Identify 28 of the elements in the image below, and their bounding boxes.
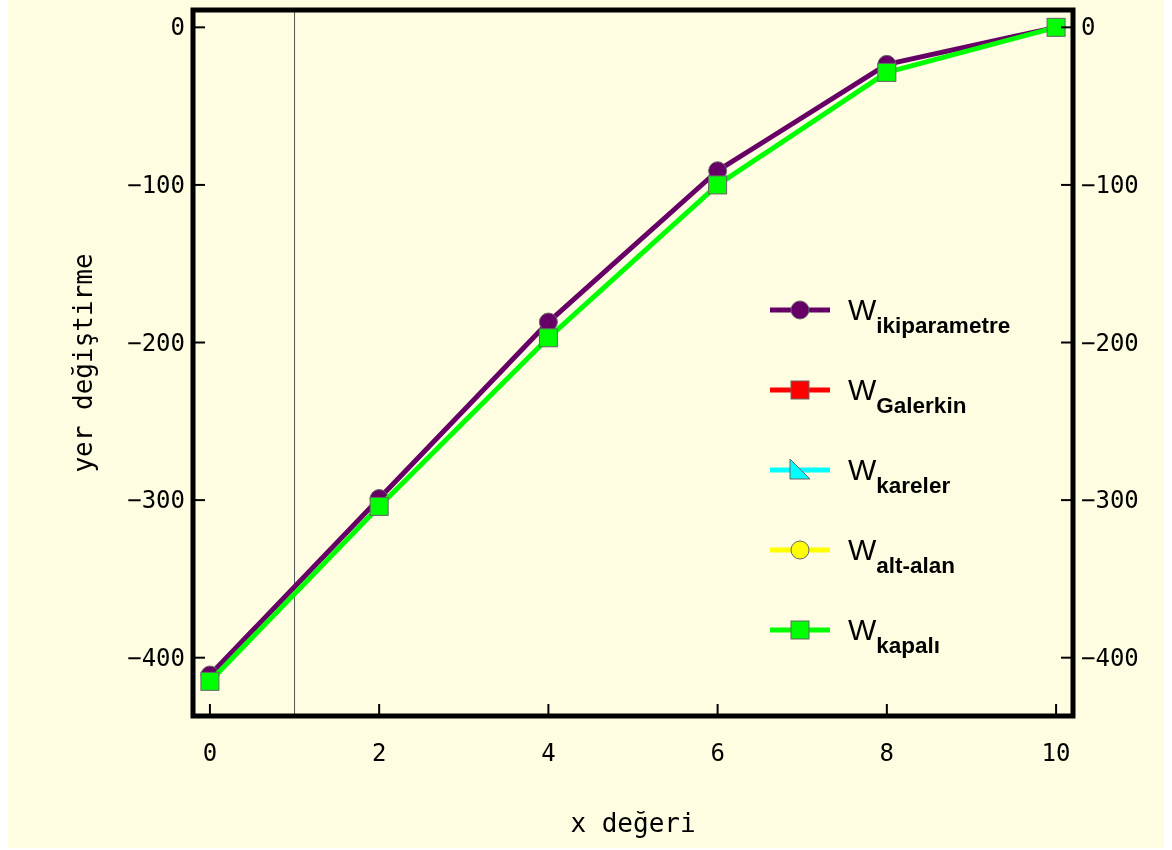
legend-label: W$_{kapalı}$	[848, 613, 941, 658]
y2-tick-label: 0	[1081, 13, 1096, 42]
x-tick-label: 0	[202, 739, 218, 767]
point	[708, 175, 728, 195]
y-axis-title: yer değiştirme	[68, 253, 98, 473]
legend-label: W$_{Galerkin}$	[848, 373, 967, 418]
point	[200, 671, 220, 691]
x-tick-label: 10	[1041, 739, 1071, 767]
legend-label: W$_{kareler}$	[848, 453, 951, 498]
x-tick-label: 2	[371, 739, 387, 767]
y-tick-label: −100	[127, 170, 185, 199]
x-tick-label: 8	[879, 739, 895, 767]
legend-label: W$_{ikiparametre}$	[848, 293, 1011, 338]
y-tick-label: 0	[170, 13, 185, 42]
point	[369, 496, 389, 516]
point	[877, 62, 897, 82]
x-axis-title: x değeri	[570, 808, 696, 838]
x-tick-label: 6	[710, 739, 725, 767]
legend-label: W$_{alt-alan}$	[848, 533, 956, 578]
y-tick-label: −400	[127, 643, 185, 672]
y2-tick-label: −100	[1081, 170, 1139, 199]
y2-tick-label: −300	[1081, 486, 1139, 515]
point	[538, 328, 558, 348]
y2-tick-label: −200	[1081, 328, 1139, 357]
y-tick-label: −300	[127, 486, 185, 515]
y2-tick-label: −400	[1081, 643, 1139, 672]
x-tick-label: 4	[541, 739, 556, 767]
y-tick-label: −200	[127, 328, 185, 357]
